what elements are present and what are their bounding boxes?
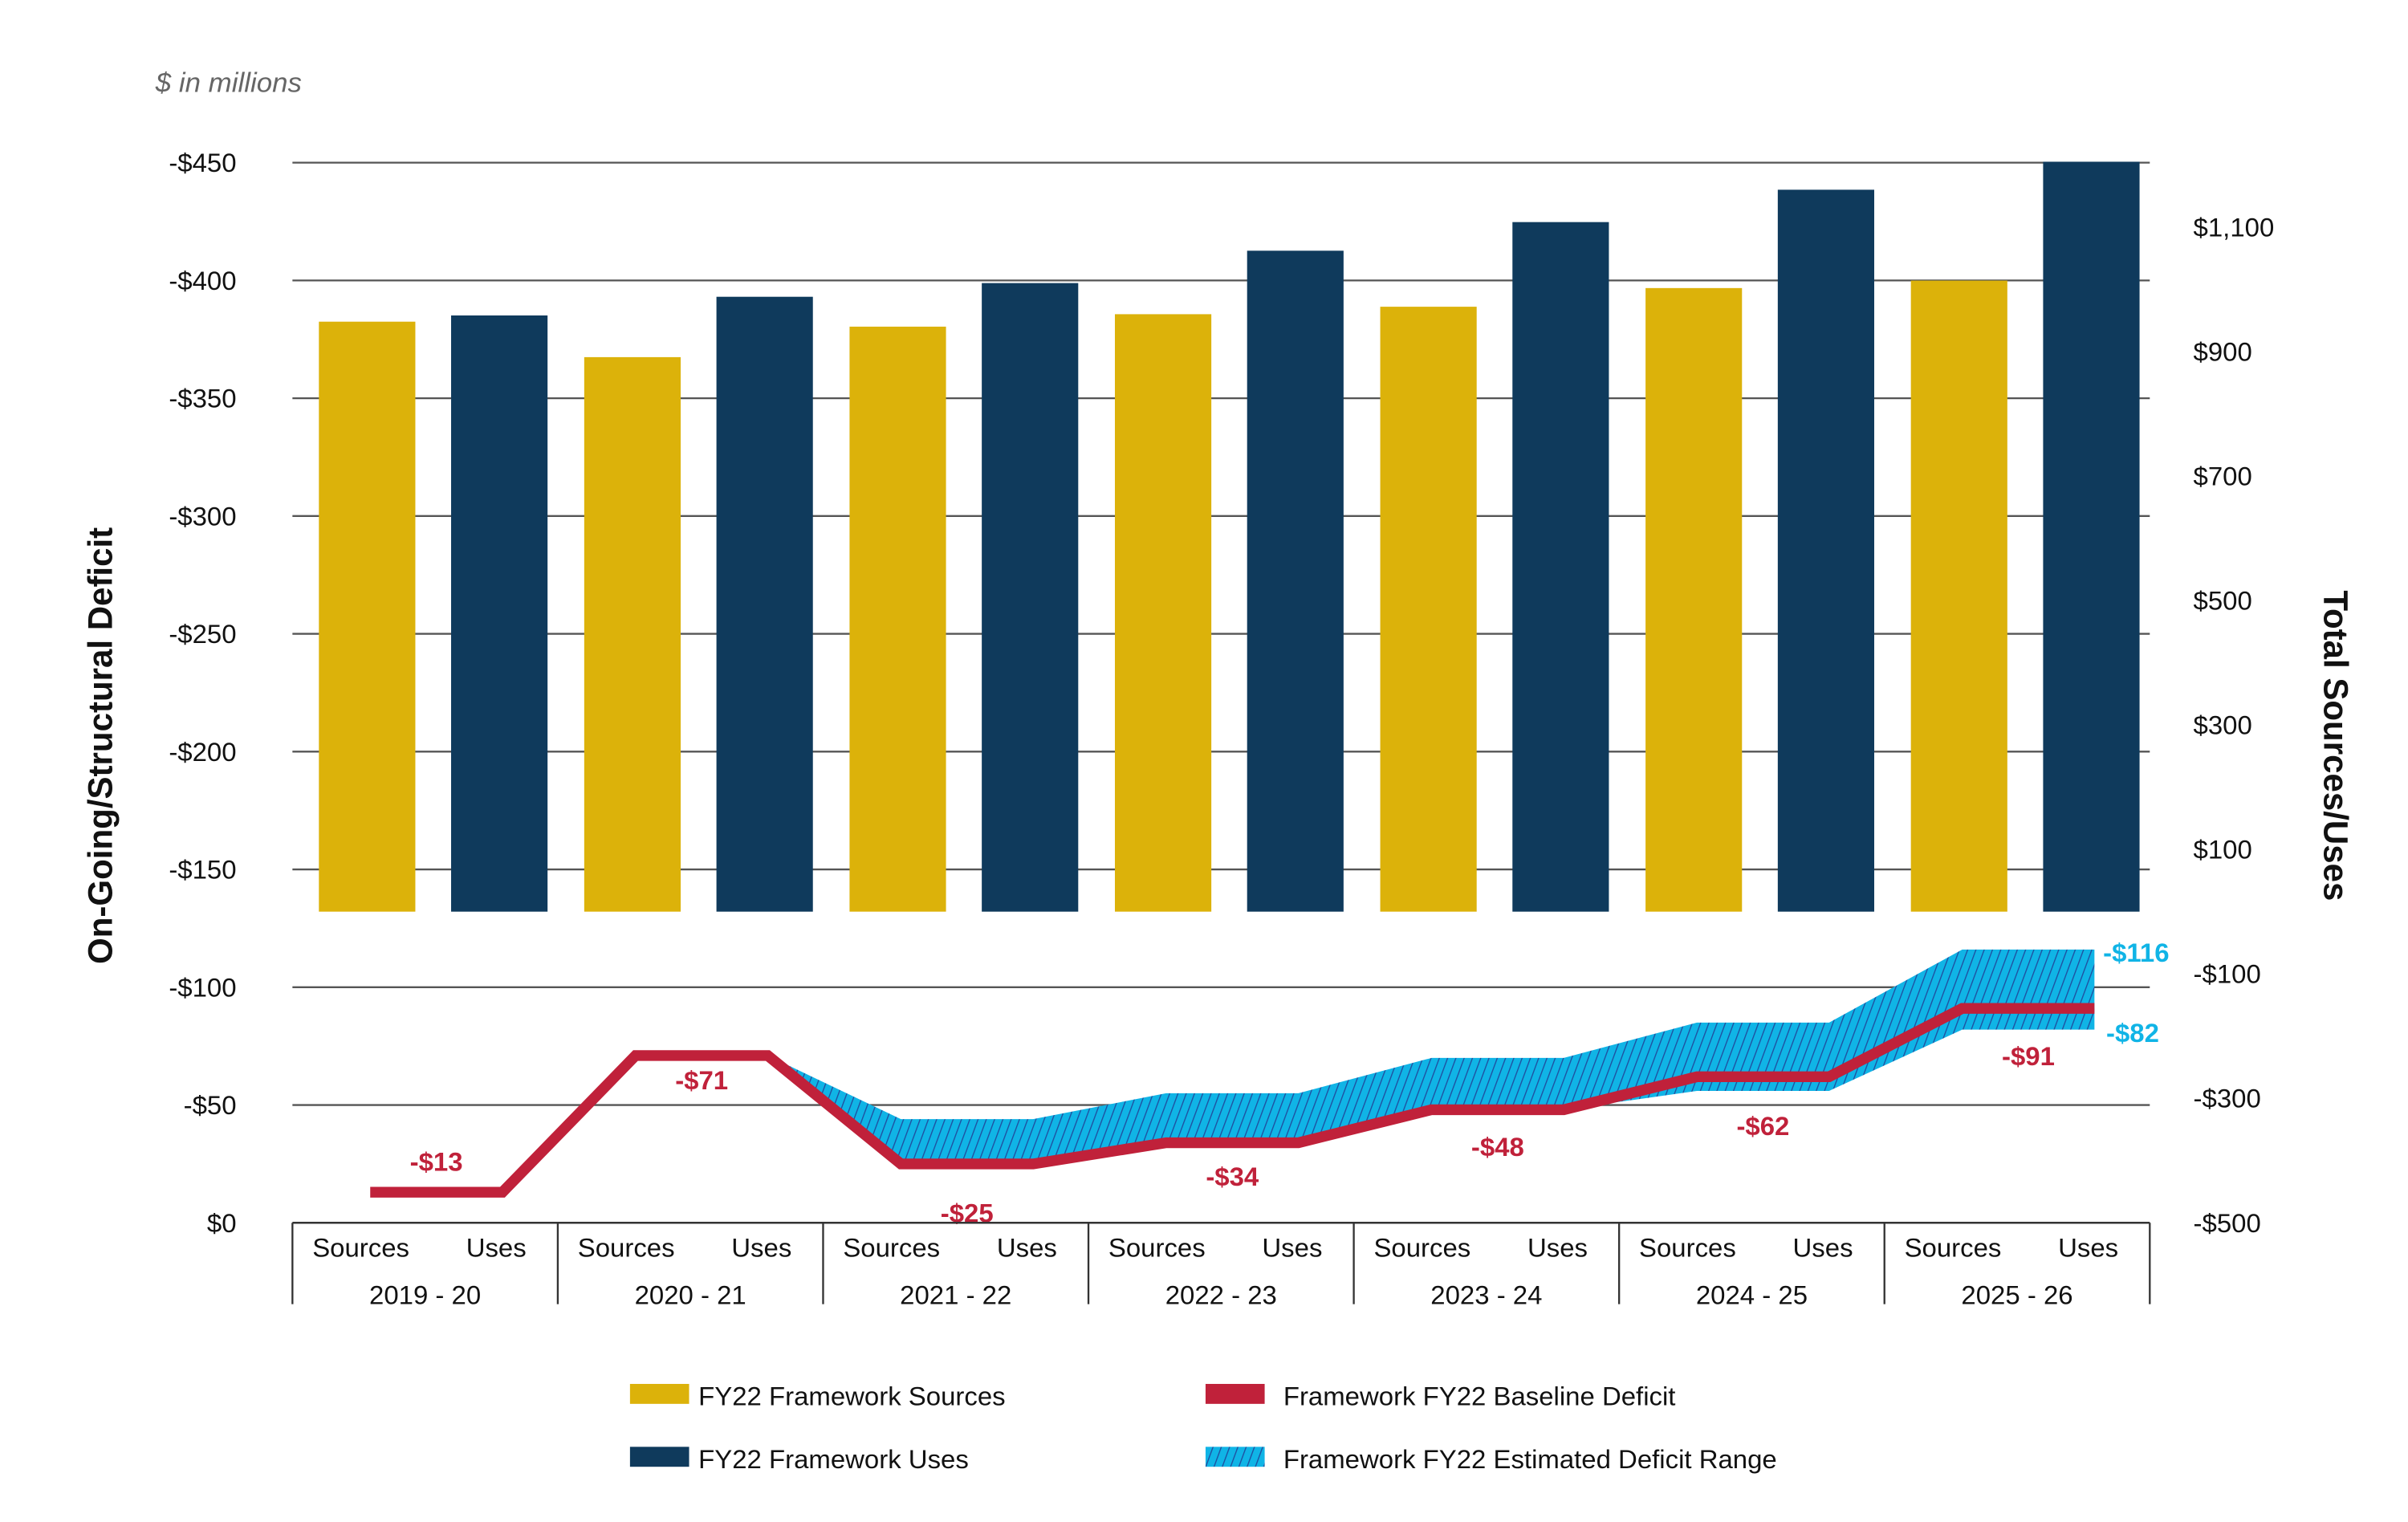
left-tick-label: -$400 <box>169 266 236 295</box>
right-tick-label: -$100 <box>2194 959 2261 989</box>
x-category-label: 2022 - 23 <box>1165 1280 1277 1310</box>
right-tick-label: $900 <box>2194 337 2252 367</box>
x-subcategory-sources: Sources <box>312 1233 409 1263</box>
legend-swatch <box>629 1383 689 1404</box>
legend-label: Framework FY22 Baseline Deficit <box>1283 1382 1676 1411</box>
x-subcategory-sources: Sources <box>843 1233 940 1263</box>
left-axis-ticks: -$450 -$400 -$350 -$300 -$250 -$200 -$150 -$100… <box>169 148 236 1237</box>
x-subcategory-uses: Uses <box>2058 1233 2118 1263</box>
bar-uses <box>2043 161 2140 912</box>
right-tick-label: $1,100 <box>2194 213 2275 242</box>
baseline-data-label: -$91 <box>2002 1041 2055 1071</box>
baseline-data-label: -$34 <box>1206 1162 1259 1191</box>
baseline-deficit-line <box>370 1003 2095 1198</box>
legend-label: FY22 Framework Sources <box>698 1382 1005 1411</box>
chart-subtitle: $ in millions <box>155 68 302 99</box>
legend: FY22 Framework Sources Framework FY22 Bas… <box>629 1382 1777 1474</box>
bar-uses <box>716 296 813 912</box>
left-tick-label: -$350 <box>169 384 236 413</box>
left-tick-label: -$450 <box>169 148 236 177</box>
bar-sources <box>1645 287 1743 912</box>
range-lower-label: -$82 <box>2106 1018 2159 1048</box>
left-tick-label: -$200 <box>169 737 236 767</box>
estimated-deficit-range <box>767 949 2095 1164</box>
x-subcategory-sources: Sources <box>1108 1233 1206 1263</box>
x-category-label: 2020 - 21 <box>635 1280 746 1310</box>
x-category-label: 2025 - 26 <box>1961 1280 2072 1310</box>
baseline-data-label: -$71 <box>675 1065 728 1095</box>
bar-sources <box>319 321 416 912</box>
bar-uses <box>1247 250 1344 912</box>
right-tick-label: $100 <box>2194 835 2252 865</box>
bar-sources <box>1380 307 1477 912</box>
x-subcategory-uses: Uses <box>997 1233 1057 1263</box>
left-tick-label: -$250 <box>169 619 236 649</box>
right-tick-label: $500 <box>2194 586 2252 616</box>
bar-uses <box>982 283 1079 912</box>
range-upper-label: -$116 <box>2103 938 2169 967</box>
bar-uses <box>1777 189 1874 912</box>
left-axis-title: On-Going/Structural Deficit <box>81 527 119 964</box>
bar-uses <box>451 315 548 912</box>
baseline-data-label: -$48 <box>1471 1132 1524 1162</box>
x-category-label: 2024 - 25 <box>1696 1280 1808 1310</box>
x-axis: Sources Uses 2019 - 20 Sources Uses 2020 - 21… <box>291 1222 2151 1310</box>
bar-sources <box>1910 280 2007 912</box>
x-category-label: 2023 - 24 <box>1430 1280 1542 1310</box>
left-tick-label: -$150 <box>169 855 236 885</box>
x-category-label: 2021 - 22 <box>900 1280 1011 1310</box>
right-axis-title: Total Sources/Uses <box>2316 590 2354 901</box>
x-subcategory-uses: Uses <box>1527 1233 1588 1263</box>
data-labels: -$13-$71-$25-$34-$48-$62-$91-$116-$82 <box>410 938 2170 1227</box>
legend-swatch <box>1205 1383 1265 1404</box>
bar-sources <box>1114 314 1212 912</box>
x-subcategory-uses: Uses <box>1262 1233 1322 1263</box>
baseline-data-label: -$62 <box>1736 1111 1789 1141</box>
x-subcategory-sources: Sources <box>1905 1233 2002 1263</box>
baseline-deficit-polyline <box>370 1003 2095 1198</box>
baseline-data-label: -$13 <box>410 1147 463 1177</box>
x-subcategory-uses: Uses <box>731 1233 791 1263</box>
x-subcategory-sources: Sources <box>578 1233 675 1263</box>
bar-sources <box>849 326 946 912</box>
right-axis-ticks: $1,100 $900 $700 $500 $300 $100 -$100 -$300 -$50… <box>2194 213 2275 1238</box>
x-subcategory-sources: Sources <box>1373 1233 1470 1263</box>
bars <box>319 161 2140 912</box>
legend-swatch <box>1205 1447 1265 1467</box>
left-tick-label: -$300 <box>169 502 236 531</box>
deficit-range-area <box>767 949 2095 1164</box>
legend-label: Framework FY22 Estimated Deficit Range <box>1283 1444 1777 1474</box>
right-tick-label: $300 <box>2194 710 2252 740</box>
right-tick-label: -$300 <box>2194 1084 2261 1113</box>
x-category-label: 2019 - 20 <box>369 1280 481 1310</box>
x-subcategory-sources: Sources <box>1639 1233 1736 1263</box>
x-subcategory-uses: Uses <box>1793 1233 1853 1263</box>
right-tick-label: -$500 <box>2194 1208 2261 1238</box>
bar-sources <box>584 356 681 912</box>
x-subcategory-uses: Uses <box>466 1233 527 1263</box>
bar-uses <box>1512 222 1609 912</box>
legend-swatch <box>629 1447 689 1467</box>
left-tick-label: -$100 <box>169 972 236 1002</box>
right-tick-label: $700 <box>2194 462 2252 491</box>
left-tick-label: $0 <box>207 1208 237 1238</box>
legend-label: FY22 Framework Uses <box>698 1444 969 1474</box>
left-tick-label: -$50 <box>184 1090 237 1120</box>
